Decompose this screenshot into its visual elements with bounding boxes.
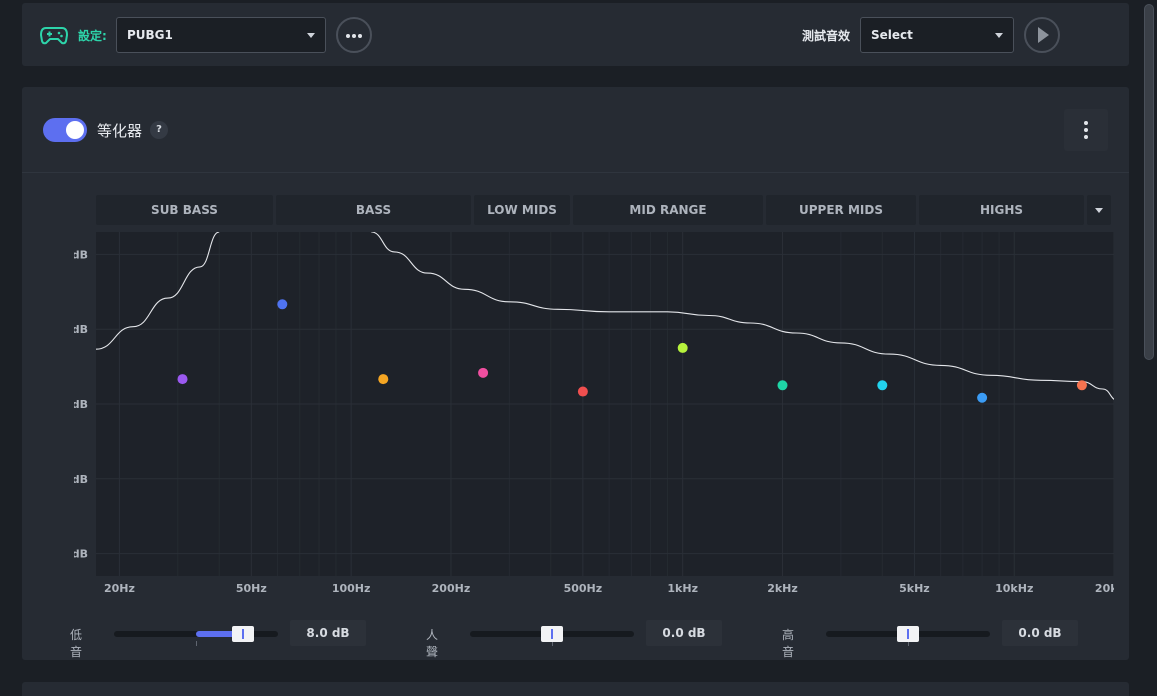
- x-tick-label: 5kHz: [899, 582, 930, 595]
- test-sound-select-value: Select: [871, 28, 913, 42]
- eq-band-point[interactable]: [677, 342, 688, 353]
- play-test-sound-button[interactable]: [1024, 17, 1060, 53]
- bass-label: 低音: [70, 628, 83, 659]
- bass-value: 8.0 dB: [290, 620, 366, 646]
- play-icon: [1038, 27, 1049, 43]
- eq-band-points: [177, 299, 1087, 403]
- eq-graph[interactable]: +12 dB +6 dB 0 dB -6 dB -12 dB 20Hz 50Hz 100Hz…: [74, 232, 1114, 602]
- equalizer-header: 等化器 ?: [22, 87, 1129, 173]
- x-axis-labels: 20Hz 50Hz 100Hz 200Hz 500Hz 1kHz 2kHz 5kHz 10kHz…: [104, 582, 1114, 595]
- eq-band-point[interactable]: [977, 392, 988, 403]
- help-icon[interactable]: ?: [150, 121, 168, 139]
- gamepad-icon: [40, 27, 68, 45]
- eq-response-curve: [95, 232, 1114, 400]
- test-sound-select[interactable]: Select: [860, 17, 1014, 53]
- x-tick-label: 20kHz: [1095, 582, 1114, 595]
- bass-slider-thumb[interactable]: [232, 626, 255, 642]
- test-sound-label: 測試音效: [802, 29, 851, 43]
- center-tick: [196, 641, 197, 646]
- vertical-scrollbar[interactable]: [1143, 4, 1155, 694]
- x-tick-label: 10kHz: [995, 582, 1033, 595]
- more-horizontal-icon: [346, 34, 362, 38]
- profile-select[interactable]: PUBG1: [116, 17, 326, 53]
- x-tick-label: 20Hz: [104, 582, 135, 595]
- treble-slider-thumb[interactable]: [897, 626, 919, 642]
- x-tick-label: 100Hz: [332, 582, 371, 595]
- eq-band-point[interactable]: [378, 374, 389, 385]
- eq-band-point[interactable]: [177, 374, 188, 385]
- chevron-down-icon: [1095, 208, 1103, 213]
- eq-band-point[interactable]: [478, 367, 489, 378]
- band-highs[interactable]: HIGHS: [919, 195, 1084, 225]
- band-upper-mids[interactable]: UPPER MIDS: [766, 195, 916, 225]
- toggle-knob: [66, 121, 84, 139]
- vocal-label: 人聲: [426, 628, 439, 659]
- band-dropdown-button[interactable]: [1087, 195, 1111, 225]
- x-tick-label: 50Hz: [236, 582, 267, 595]
- y-tick-label: +6 dB: [74, 323, 88, 336]
- band-mid-range[interactable]: MID RANGE: [573, 195, 763, 225]
- equalizer-toggle[interactable]: [43, 118, 87, 142]
- vocal-slider[interactable]: [470, 626, 634, 646]
- band-bass[interactable]: BASS: [276, 195, 471, 225]
- eq-band-point[interactable]: [277, 299, 288, 310]
- chevron-down-icon: [995, 33, 1003, 38]
- x-tick-label: 2kHz: [767, 582, 798, 595]
- equalizer-title: 等化器: [97, 122, 143, 140]
- center-tick: [908, 641, 909, 646]
- vocal-slider-thumb[interactable]: [541, 626, 563, 642]
- x-tick-label: 1kHz: [667, 582, 698, 595]
- treble-slider[interactable]: [826, 626, 990, 646]
- y-tick-label: 0 dB: [74, 398, 88, 411]
- eq-band-point[interactable]: [1076, 380, 1087, 391]
- center-tick: [552, 641, 553, 646]
- vocal-value: 0.0 dB: [646, 620, 722, 646]
- band-sub-bass[interactable]: SUB BASS: [96, 195, 273, 225]
- band-tabs: SUB BASS BASS LOW MIDS MID RANGE UPPER M…: [96, 195, 1111, 225]
- eq-band-point[interactable]: [877, 380, 888, 391]
- treble-label: 高音: [782, 628, 795, 659]
- y-tick-label: +12 dB: [74, 248, 88, 261]
- chevron-down-icon: [307, 33, 315, 38]
- y-axis-labels: +12 dB +6 dB 0 dB -6 dB -12 dB: [74, 248, 88, 560]
- y-tick-label: -6 dB: [74, 473, 88, 486]
- eq-band-point[interactable]: [577, 386, 588, 397]
- y-tick-label: -12 dB: [74, 548, 88, 561]
- eq-band-point[interactable]: [777, 380, 788, 391]
- settings-bar: 設定: PUBG1 測試音效 Select: [22, 3, 1129, 66]
- bass-slider[interactable]: [114, 626, 278, 646]
- scrollbar-thumb[interactable]: [1144, 4, 1154, 360]
- profile-select-value: PUBG1: [127, 28, 173, 42]
- settings-label: 設定:: [78, 29, 107, 43]
- band-low-mids[interactable]: LOW MIDS: [474, 195, 570, 225]
- more-vertical-button[interactable]: [1064, 109, 1108, 151]
- treble-value: 0.0 dB: [1002, 620, 1078, 646]
- x-tick-label: 500Hz: [564, 582, 603, 595]
- x-tick-label: 200Hz: [432, 582, 471, 595]
- next-panel: [22, 682, 1129, 696]
- more-options-button[interactable]: [336, 17, 372, 53]
- eq-grid: [96, 232, 1114, 576]
- equalizer-panel: 等化器 ? SUB BASS BASS LOW MIDS MID RANGE U…: [22, 87, 1129, 660]
- bass-slider-fill: [196, 631, 244, 637]
